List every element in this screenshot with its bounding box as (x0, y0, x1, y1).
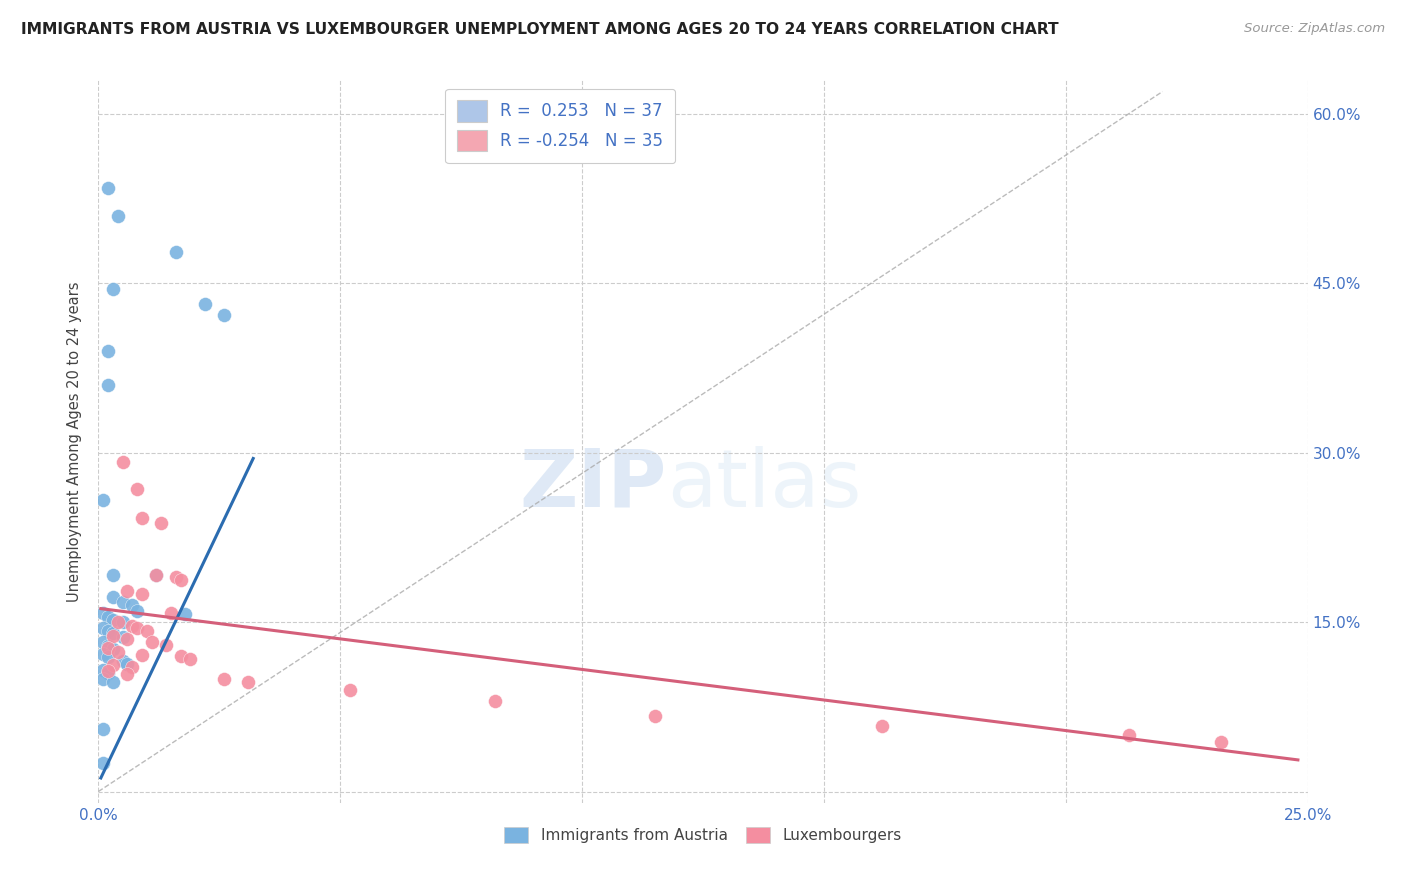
Point (107, 644, 129, 658)
Point (107, 615, 129, 630)
Text: Source: ZipAtlas.com: Source: ZipAtlas.com (1244, 22, 1385, 36)
Legend: Immigrants from Austria, Luxembourgers: Immigrants from Austria, Luxembourgers (498, 822, 908, 849)
Point (101, 626, 124, 640)
Text: IMMIGRANTS FROM AUSTRIA VS LUXEMBOURGER UNEMPLOYMENT AMONG AGES 20 TO 24 YEARS C: IMMIGRANTS FROM AUSTRIA VS LUXEMBOURGER … (21, 22, 1059, 37)
Point (97, 180, 120, 194)
Point (145, 567, 167, 582)
Point (870, 719, 893, 733)
Point (155, 638, 177, 652)
Point (91, 493, 114, 508)
Point (135, 624, 157, 639)
Point (91, 723, 114, 737)
Point (174, 607, 197, 622)
Point (160, 606, 183, 620)
Point (97, 344, 120, 359)
Point (1209, 735, 1232, 749)
Point (484, 694, 506, 708)
Point (101, 629, 124, 643)
Point (179, 652, 201, 666)
Point (238, 675, 260, 690)
Point (121, 599, 143, 613)
Point (141, 635, 163, 649)
Point (127, 604, 149, 618)
Point (212, 308, 235, 322)
Point (111, 595, 134, 609)
Point (111, 455, 134, 469)
Point (131, 587, 153, 601)
Point (97, 609, 120, 624)
Point (111, 654, 134, 668)
Point (101, 282, 124, 296)
Point (117, 632, 139, 646)
Point (97, 665, 120, 680)
Point (97, 639, 120, 653)
Point (165, 570, 187, 584)
Point (101, 658, 124, 673)
Point (127, 621, 149, 635)
Y-axis label: Unemployment Among Ages 20 to 24 years: Unemployment Among Ages 20 to 24 years (67, 281, 83, 602)
Point (91, 606, 114, 620)
Point (97, 641, 120, 656)
Point (91, 647, 114, 661)
Point (117, 657, 139, 671)
Point (91, 635, 114, 649)
Point (117, 583, 139, 598)
Point (91, 621, 114, 635)
Point (101, 642, 124, 657)
Point (339, 682, 361, 697)
Point (101, 591, 124, 605)
Point (101, 567, 124, 582)
Point (91, 663, 114, 677)
Point (97, 650, 120, 665)
Point (1118, 728, 1140, 742)
Point (97, 378, 120, 392)
Point (131, 511, 153, 525)
Point (145, 567, 167, 582)
Point (165, 244, 187, 259)
Point (194, 297, 217, 311)
Point (212, 672, 235, 686)
Point (111, 630, 134, 644)
Text: ZIP: ZIP (519, 446, 666, 524)
Point (169, 648, 191, 663)
Point (101, 613, 124, 627)
Point (107, 209, 129, 223)
Point (121, 618, 143, 632)
Point (121, 660, 143, 674)
Point (150, 516, 173, 530)
Text: atlas: atlas (666, 446, 860, 524)
Point (97, 624, 120, 639)
Point (111, 615, 134, 630)
Point (91, 756, 114, 771)
Point (644, 709, 666, 723)
Point (97, 664, 120, 678)
Point (101, 675, 124, 690)
Point (169, 574, 191, 588)
Point (127, 482, 149, 496)
Point (91, 672, 114, 686)
Point (131, 648, 153, 662)
Point (117, 667, 139, 681)
